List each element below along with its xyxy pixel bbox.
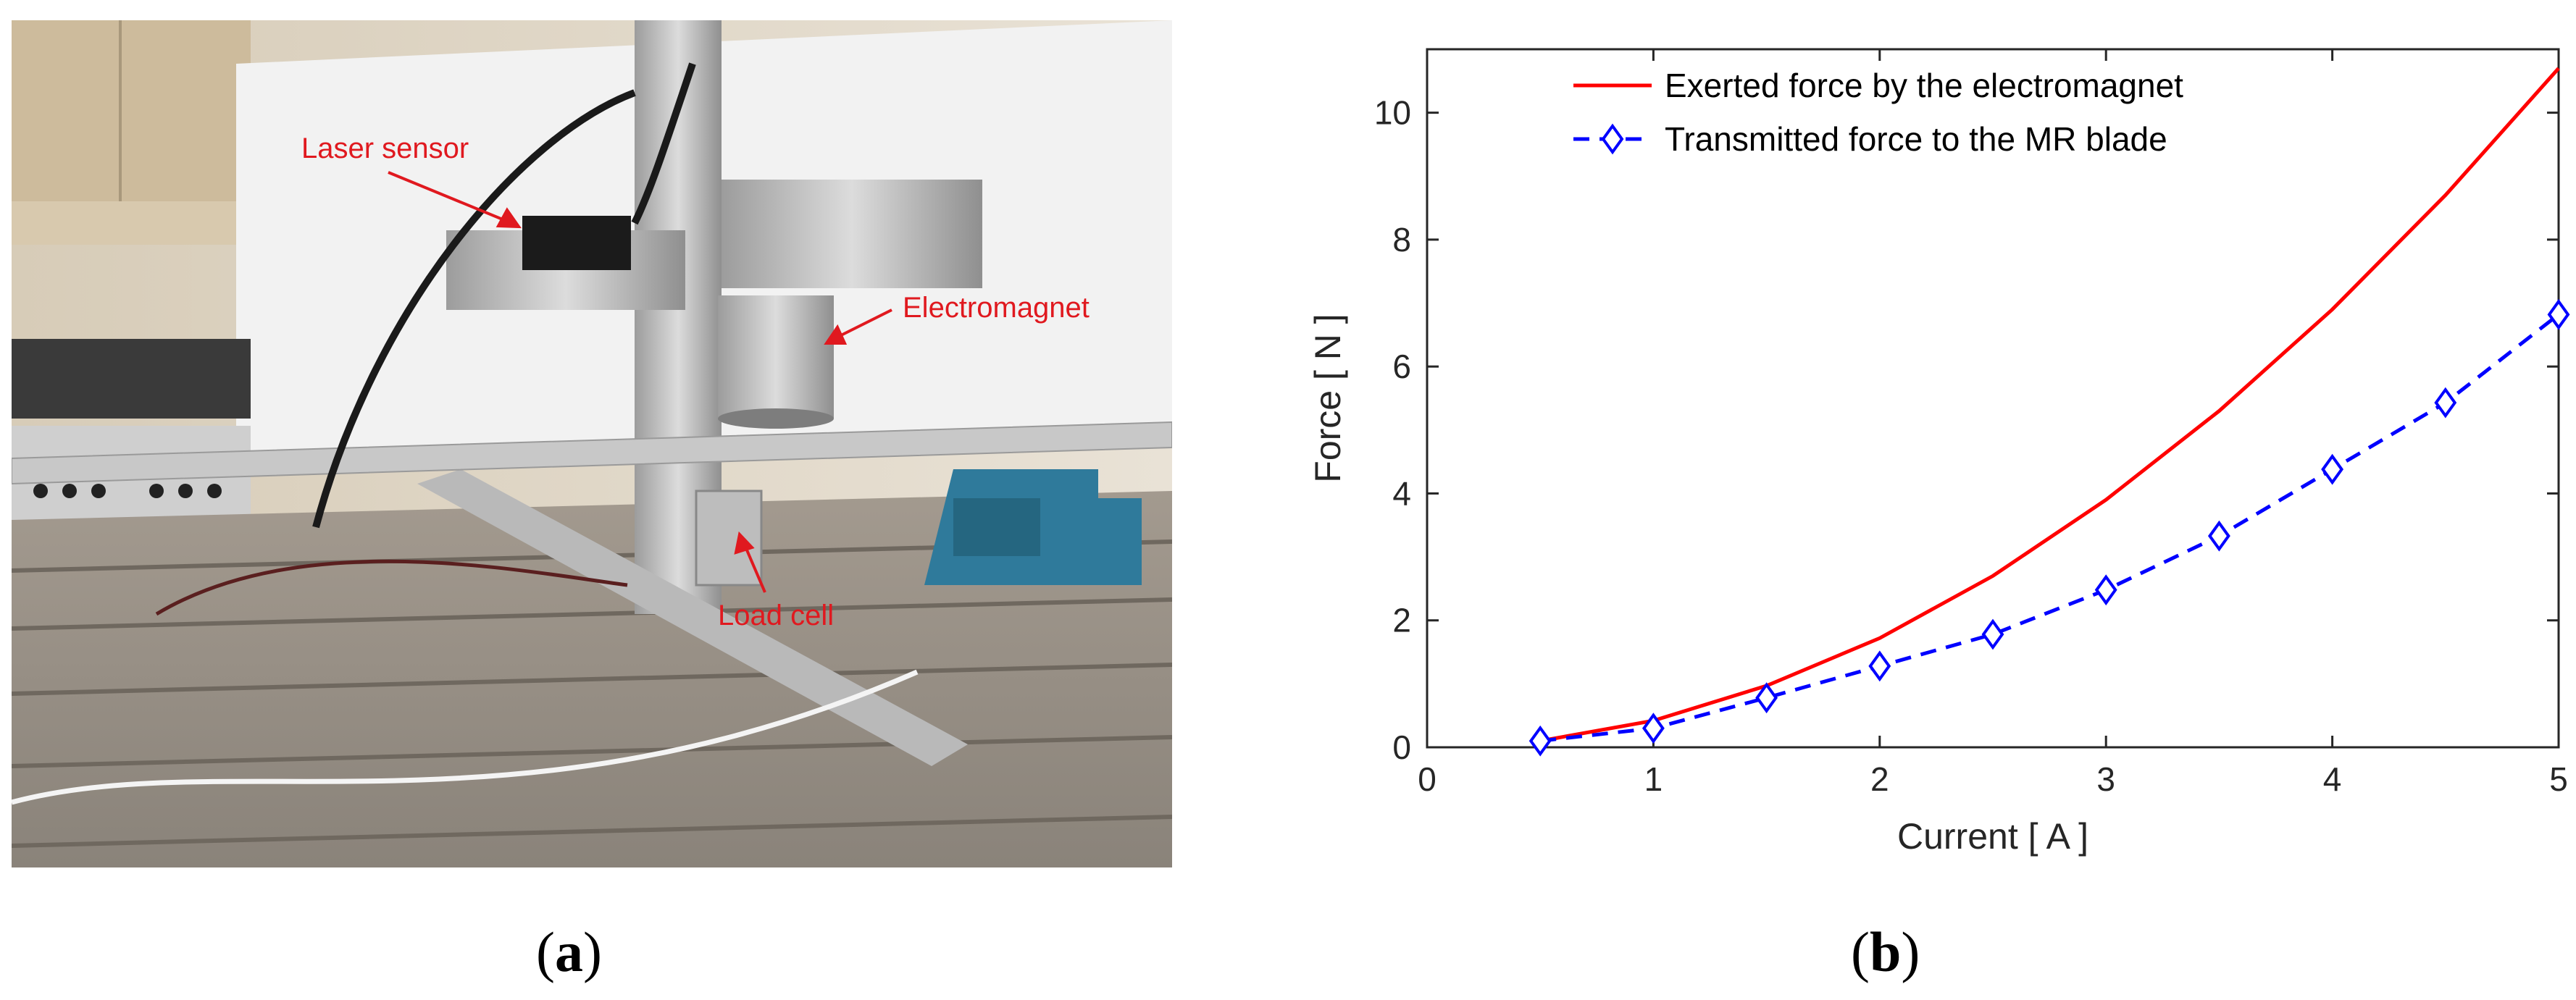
y-tick-label: 10 bbox=[1374, 94, 1411, 132]
y-tick-label: 0 bbox=[1392, 728, 1411, 766]
legend-label-exerted: Exerted force by the electromagnet bbox=[1665, 67, 2183, 104]
data-point-transmitted bbox=[2321, 453, 2344, 485]
plot-area bbox=[1426, 48, 2560, 749]
caption-a: (a) bbox=[536, 920, 602, 983]
data-point-transmitted bbox=[1868, 650, 1891, 682]
y-tick-label: 8 bbox=[1392, 221, 1411, 259]
cabinet bbox=[12, 20, 251, 201]
sensor-cable bbox=[312, 89, 636, 529]
electromagnet-label: Electromagnet bbox=[903, 292, 1090, 324]
data-point-transmitted bbox=[2094, 574, 2117, 606]
magnet-arm bbox=[722, 180, 982, 288]
mr-blade bbox=[12, 421, 1172, 485]
x-tick-label: 0 bbox=[1418, 760, 1437, 798]
legend-label-transmitted: Transmitted force to the MR blade bbox=[1665, 120, 2167, 158]
x-tick-label: 2 bbox=[1870, 760, 1889, 798]
y-tick-label: 2 bbox=[1392, 602, 1411, 639]
data-point-transmitted bbox=[1981, 618, 2004, 650]
base-profile bbox=[417, 469, 968, 766]
load-cell-body bbox=[695, 490, 763, 587]
power-supply bbox=[12, 339, 251, 419]
x-tick-label: 1 bbox=[1644, 760, 1663, 798]
electromagnet-arrow bbox=[833, 308, 892, 340]
x-axis: 0 1 2 3 4 5 bbox=[1418, 49, 2568, 798]
x-axis-label: Current [ A ] bbox=[1897, 816, 2088, 857]
y-tick-label: 4 bbox=[1392, 474, 1411, 512]
y-axis: 0 2 4 6 8 10 bbox=[1374, 94, 2559, 766]
legend: Exerted force by the electromagnet Trans… bbox=[1573, 67, 2183, 158]
x-tick-label: 3 bbox=[2096, 760, 2115, 798]
electromagnet-body bbox=[718, 295, 834, 419]
y-axis-label: Force [ N ] bbox=[1308, 314, 1348, 482]
setup-photo: Laser sensor Electromagnet Load cell bbox=[12, 20, 1172, 867]
data-point-transmitted bbox=[1755, 682, 1778, 714]
load-cell-label: Load cell bbox=[718, 600, 834, 631]
laser-sensor-arrow bbox=[388, 171, 512, 224]
laser-sensor-body bbox=[522, 216, 631, 270]
caption-b: (b) bbox=[1851, 920, 1920, 983]
x-tick-label: 5 bbox=[2549, 760, 2568, 798]
data-point-transmitted bbox=[2547, 298, 2570, 330]
data-point-transmitted bbox=[2207, 520, 2230, 552]
data-point-transmitted bbox=[1529, 725, 1552, 757]
laser-sensor-label: Laser sensor bbox=[301, 133, 469, 164]
x-tick-label: 4 bbox=[2323, 760, 2342, 798]
force-chart: 0 1 2 3 4 5 0 2 4 6 8 10 Current [ A ] Force [ N ]… bbox=[1308, 48, 2570, 857]
legend-marker-transmitted bbox=[1601, 123, 1624, 155]
y-tick-label: 6 bbox=[1392, 348, 1411, 385]
series-line-exerted bbox=[1539, 67, 2560, 743]
series-line-transmitted bbox=[1539, 313, 2560, 743]
white-cable bbox=[12, 669, 919, 805]
series-layer bbox=[1529, 67, 2570, 757]
data-point-transmitted bbox=[2434, 387, 2457, 419]
data-point-transmitted bbox=[1642, 713, 1665, 744]
